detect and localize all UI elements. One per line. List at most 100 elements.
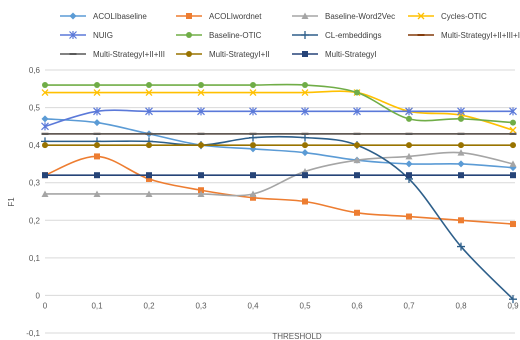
data-point (93, 119, 101, 127)
data-point (94, 153, 100, 160)
legend-item: ACOLIwordnet (176, 12, 262, 21)
data-point (354, 89, 360, 96)
data-point (41, 115, 49, 123)
legend-label: Cycles-OTIC (441, 12, 487, 21)
data-point (42, 142, 48, 149)
data-point (302, 142, 308, 149)
data-point (457, 149, 465, 156)
series-5 (42, 82, 516, 126)
y-tick-label: 0,1 (29, 254, 41, 263)
data-point (302, 172, 308, 179)
legend-item: Multi-StrategyI+II+III+IV (408, 31, 520, 40)
data-point (302, 198, 308, 205)
data-point (145, 89, 153, 97)
data-point (146, 175, 152, 182)
legend-label: ACOLIwordnet (209, 12, 262, 21)
y-tick-label: 0,6 (29, 66, 41, 75)
data-point (145, 190, 153, 197)
x-tick-label: 0 (43, 301, 48, 310)
x-tick-label: 0,9 (507, 301, 519, 310)
y-axis-title: F1 (7, 197, 16, 207)
data-point (250, 194, 256, 201)
data-point (405, 152, 413, 160)
legend-label: CL-embeddings (325, 31, 381, 40)
data-point (406, 115, 412, 122)
series-line (44, 109, 513, 128)
legend-label: NUIG (93, 31, 113, 40)
x-tick-label: 0,8 (455, 301, 467, 310)
data-point (354, 172, 360, 179)
series-line (44, 155, 514, 225)
data-point (198, 187, 204, 194)
x-tick-label: 0,1 (91, 301, 103, 310)
legend-label: Multi-StrategyI (325, 50, 377, 59)
data-point (41, 89, 49, 97)
data-point (250, 82, 256, 89)
series-4 (41, 107, 517, 131)
data-point (94, 82, 100, 89)
legend-marker (186, 13, 192, 19)
data-point (301, 149, 309, 157)
x-axis-ticks: 0 0,1 0,2 0,3 0,4 0,5 0,6 0,7 0,8 0,9 (43, 301, 519, 310)
legend-item: Multi-StrategyI (292, 50, 377, 59)
y-tick-label: -0,1 (26, 329, 40, 338)
data-point (94, 172, 100, 179)
legend-label: Baseline-OTIC (209, 31, 262, 40)
x-tick-label: 0,3 (195, 301, 207, 310)
data-point (510, 172, 516, 179)
data-point (197, 89, 205, 97)
data-point (301, 133, 309, 142)
legend: ACOLIbaseline ACOLIwordnet Baseline-Word2V… (60, 12, 520, 59)
data-point (250, 172, 256, 179)
series-group (41, 82, 517, 304)
series-line (45, 151, 514, 197)
y-tick-label: 0,5 (29, 104, 41, 113)
data-point (510, 119, 516, 126)
x-tick-label: 0,4 (247, 301, 259, 310)
series-line (45, 83, 514, 124)
legend-marker (301, 31, 309, 39)
data-point (146, 142, 152, 149)
series-0 (41, 115, 517, 172)
legend-item: Multi-StrategyI+II+III (60, 50, 165, 59)
legend-item: Baseline-OTIC (176, 31, 262, 40)
data-point (353, 156, 361, 164)
data-point (94, 142, 100, 149)
data-point (457, 160, 465, 168)
legend-item: Baseline-Word2Vec (292, 12, 395, 21)
x-tick-label: 0,5 (299, 301, 311, 310)
series-line (44, 135, 514, 300)
legend-item: Multi-StrategyI+II (176, 50, 270, 59)
legend-label: Multi-StrategyI+II+III+IV (441, 31, 520, 40)
data-point (406, 172, 412, 179)
data-point (145, 107, 153, 116)
data-point (510, 221, 516, 228)
data-point (353, 107, 361, 116)
data-point (93, 190, 101, 197)
legend-label: Baseline-Word2Vec (325, 12, 395, 21)
data-point (146, 82, 152, 89)
legend-item: CL-embeddings (292, 31, 381, 40)
data-point (250, 142, 256, 149)
series-1 (42, 153, 516, 228)
data-point (301, 89, 309, 97)
x-axis-title: THRESHOLD (272, 332, 322, 340)
y-axis-ticks: -0,1 0 0,1 0,2 0,3 0,4 0,5 0,6 (26, 66, 40, 338)
series-2 (41, 149, 517, 197)
legend-item: ACOLIbaseline (60, 12, 147, 21)
legend-label: Multi-StrategyI+II+III (93, 50, 165, 59)
data-point (458, 217, 464, 224)
data-point (249, 89, 257, 97)
y-tick-label: 0 (36, 291, 41, 300)
data-point (458, 115, 464, 122)
data-point (249, 133, 257, 142)
data-point (301, 107, 309, 116)
data-point (249, 190, 257, 197)
data-point (249, 107, 257, 116)
legend-marker (186, 32, 192, 38)
legend-marker (69, 12, 77, 20)
series-line (44, 118, 514, 169)
data-point (354, 142, 360, 149)
data-point (146, 172, 152, 179)
